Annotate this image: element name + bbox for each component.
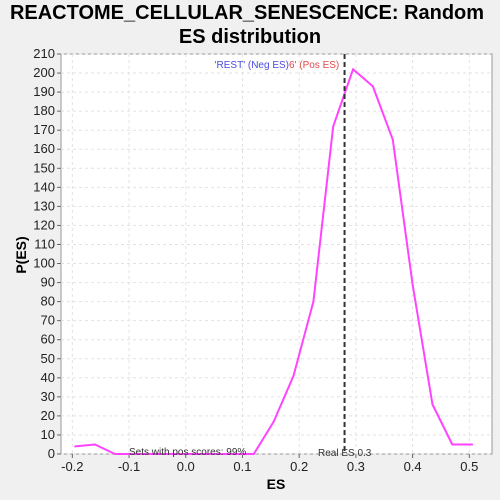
- data-point: [272, 420, 275, 423]
- grid: [61, 53, 492, 455]
- legend-pos-es: 6' (Pos ES): [289, 60, 339, 71]
- y-tick-label: 200: [33, 65, 55, 80]
- data-point: [173, 453, 176, 455]
- data-point: [312, 300, 315, 303]
- x-tick-label: 0.5: [460, 459, 478, 474]
- y-tick-label: 140: [33, 179, 55, 194]
- y-tick-label: 130: [33, 198, 55, 213]
- y-tick-label: 90: [41, 275, 55, 290]
- data-point: [94, 443, 97, 446]
- plot-area: [60, 53, 493, 455]
- y-tick-label: 110: [34, 236, 55, 251]
- data-point: [74, 445, 77, 448]
- pos-scores-label: Sets with pos scores: 99%: [129, 447, 246, 458]
- y-tick-label: 120: [33, 217, 55, 232]
- legend-neg-es: 'REST' (Neg ES): [215, 60, 289, 71]
- data-point: [213, 453, 216, 455]
- x-tick-label: 0.1: [233, 459, 251, 474]
- y-tick-label: 10: [41, 427, 55, 442]
- y-tick-label: 30: [41, 389, 55, 404]
- y-tick-label: 70: [41, 313, 55, 328]
- real-es-label: Real ES 0.3: [318, 448, 372, 459]
- data-point: [471, 443, 474, 446]
- y-tick-label: 180: [33, 103, 55, 118]
- y-axis: 0 10 20 30 40 50 60 70 80 90 100 110 120 130 140 150 160…: [33, 46, 61, 461]
- data-point: [371, 85, 374, 88]
- y-tick-label: 0: [48, 446, 55, 461]
- x-tick-label: 0.0: [177, 459, 195, 474]
- y-tick-label: 40: [41, 370, 55, 385]
- chart-title-line2: ES distribution: [179, 26, 321, 48]
- data-point: [352, 68, 355, 71]
- x-tick-label: -0.1: [118, 459, 140, 474]
- y-tick-label: 210: [33, 46, 55, 61]
- data-point: [451, 443, 454, 446]
- x-axis-label: ES: [267, 476, 286, 492]
- data-point: [292, 374, 295, 377]
- data-point: [113, 453, 116, 455]
- chart-title-line1: REACTOME_CELLULAR_SENESCENCE: Random: [10, 2, 484, 24]
- x-tick-label: 0.4: [404, 459, 422, 474]
- y-axis-label: P(ES): [13, 236, 29, 273]
- data-point: [411, 283, 414, 286]
- y-tick-label: 150: [33, 160, 55, 175]
- y-tick-label: 60: [41, 332, 55, 347]
- y-tick-label: 20: [41, 408, 55, 423]
- y-tick-label: 100: [33, 256, 55, 271]
- x-axis: -0.2 -0.1 0.0 0.1 0.2 0.3 0.4 0.5: [61, 454, 478, 474]
- y-tick-label: 50: [41, 351, 55, 366]
- data-point: [332, 125, 335, 128]
- y-tick-label: 190: [33, 84, 55, 99]
- data-point: [133, 453, 136, 455]
- x-tick-label: 0.3: [347, 459, 365, 474]
- data-point: [431, 403, 434, 406]
- data-point: [193, 453, 196, 455]
- data-point: [252, 453, 255, 455]
- x-tick-label: 0.2: [290, 459, 308, 474]
- data-point: [391, 138, 394, 141]
- data-point: [232, 453, 235, 455]
- y-tick-label: 80: [41, 294, 55, 309]
- series-layer: [74, 68, 474, 455]
- y-tick-label: 170: [33, 122, 55, 137]
- data-point: [153, 453, 156, 455]
- y-tick-label: 160: [33, 141, 55, 156]
- x-tick-label: -0.2: [61, 459, 83, 474]
